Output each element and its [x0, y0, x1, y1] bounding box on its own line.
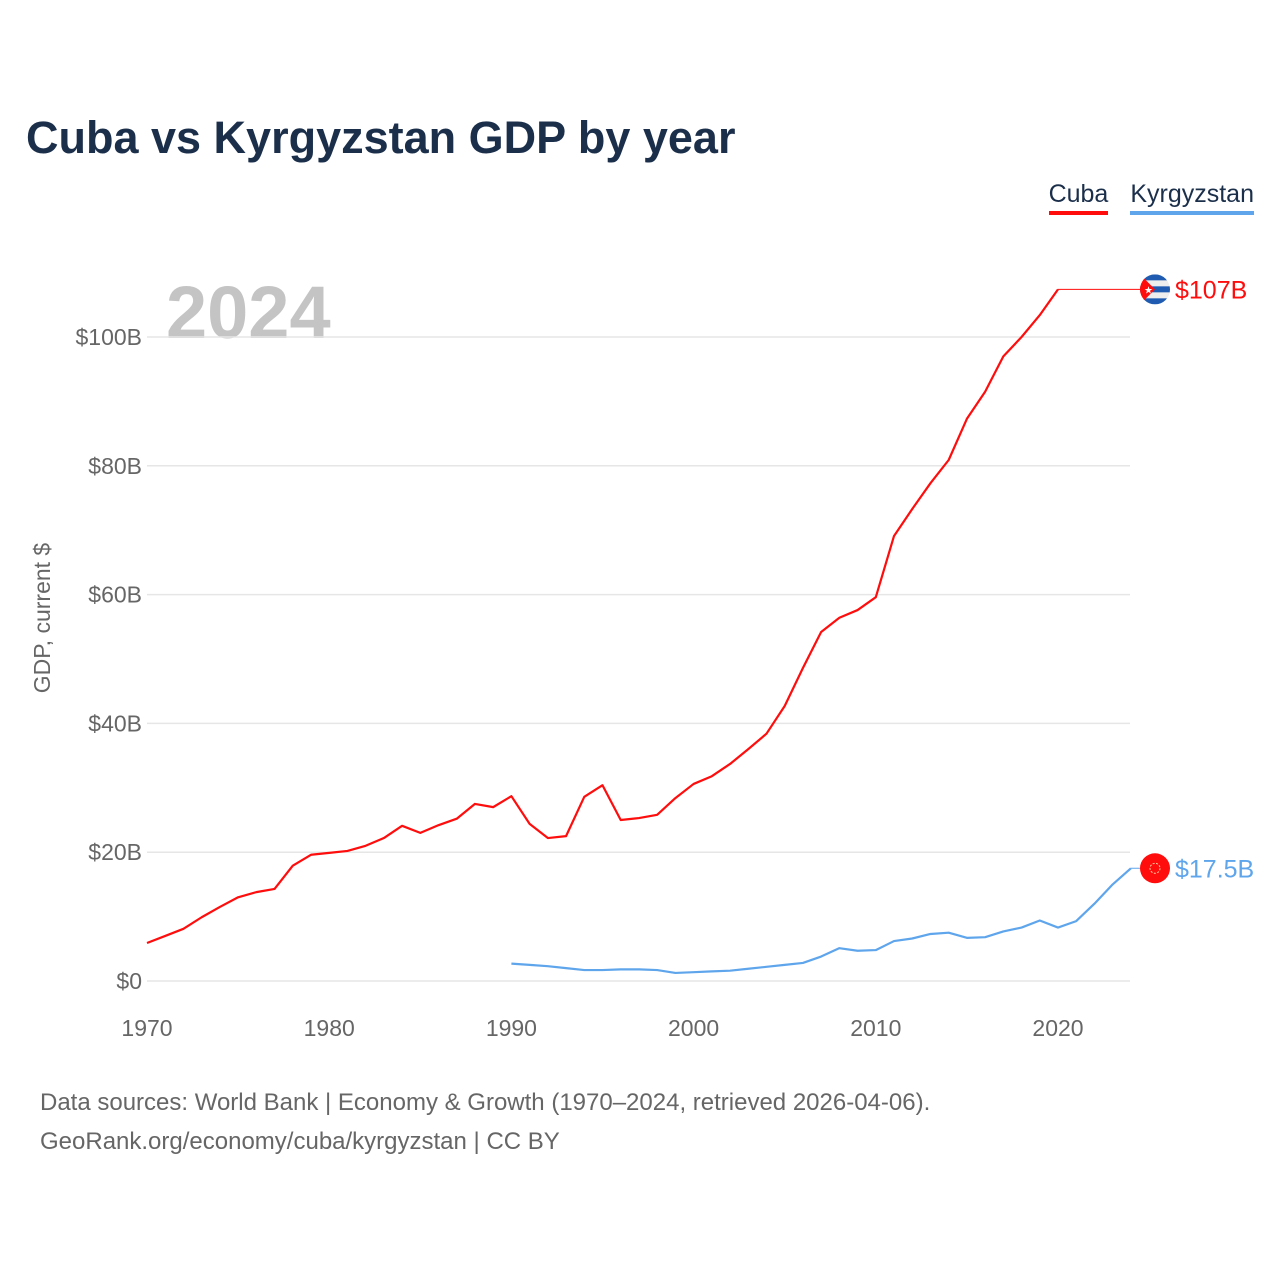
source-text: Data sources: World Bank | Economy & Gro…	[40, 1089, 931, 1116]
y-tick-label: $80B	[88, 453, 142, 479]
x-tick-label: 2000	[668, 1015, 719, 1041]
y-tick-label: $0	[116, 968, 142, 994]
y-axis-label: GDP, current $	[29, 543, 55, 694]
x-tick-label: 1980	[304, 1015, 355, 1041]
y-tick-label: $60B	[88, 582, 142, 608]
svg-text:★: ★	[1144, 285, 1153, 296]
kyrgyzstan-flag-icon	[1140, 853, 1170, 884]
x-tick-label: 1990	[486, 1015, 537, 1041]
series-line-kyrgyzstan	[511, 867, 1132, 975]
y-tick-label: $40B	[88, 710, 142, 736]
cuba-flag-icon: ★	[1140, 274, 1170, 305]
x-tick-label: 2020	[1032, 1015, 1083, 1041]
legend-cuba[interactable]: Cuba	[1048, 180, 1109, 215]
x-tick-label: 2010	[850, 1015, 901, 1041]
end-value-label: $17.5B	[1175, 855, 1254, 883]
chart-title: Cuba vs Kyrgyzstan GDP by year	[26, 112, 736, 163]
legend: Cuba Kyrgyzstan	[1048, 180, 1254, 215]
y-tick-label: $100B	[75, 324, 142, 350]
series-line-cuba	[146, 288, 1059, 945]
end-value-label: $107B	[1175, 276, 1247, 304]
legend-kyrgyzstan[interactable]: Kyrgyzstan	[1130, 180, 1254, 215]
source-link[interactable]: GeoRank.org/economy/cuba/kyrgyzstan | CC…	[40, 1128, 560, 1155]
y-tick-label: $20B	[88, 839, 142, 865]
footer: Data sources: World Bank | Economy & Gro…	[40, 1083, 930, 1161]
year-watermark: 2024	[166, 271, 331, 354]
x-tick-label: 1970	[121, 1015, 172, 1041]
